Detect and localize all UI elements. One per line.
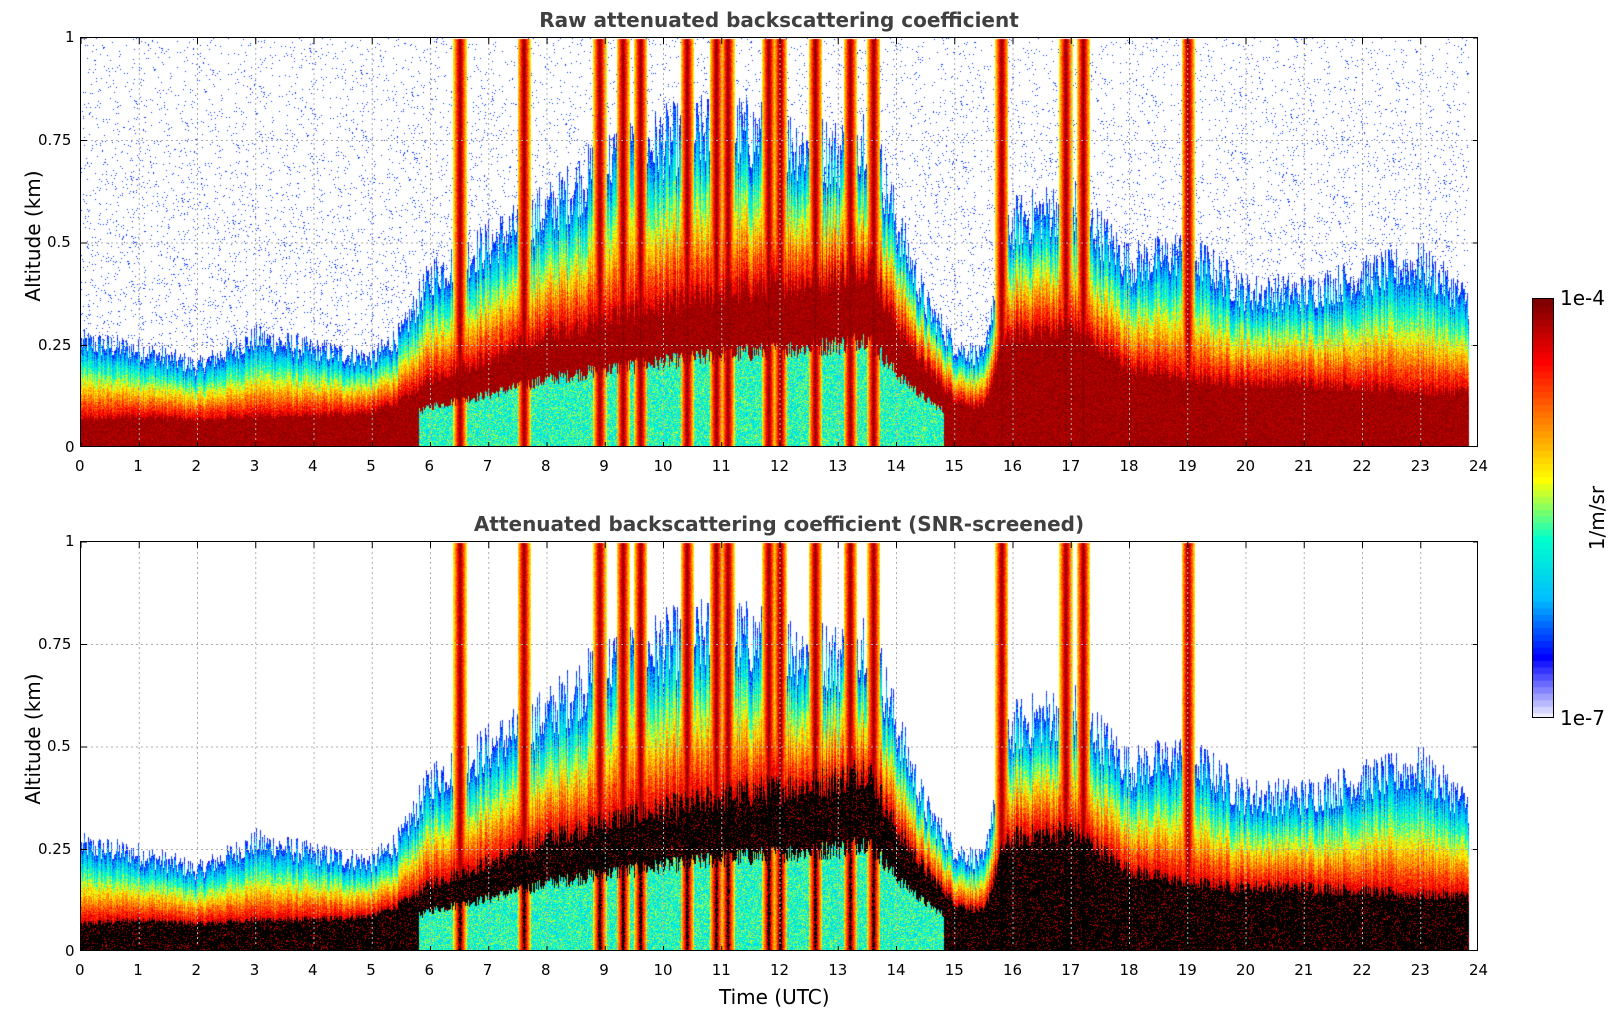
x-tick-label: 15: [944, 961, 964, 979]
x-tick-label: 8: [541, 457, 551, 475]
y-tick-label: 0.5: [47, 233, 71, 251]
x-tick-label: 14: [886, 961, 906, 979]
top-chart-plot-area: [80, 37, 1478, 447]
x-tick-label: 16: [1003, 457, 1023, 475]
top-chart-title: Raw attenuated backscattering coefficien…: [539, 8, 1019, 32]
x-tick-label: 21: [1294, 457, 1314, 475]
x-tick-label: 23: [1410, 961, 1430, 979]
x-tick-label: 14: [886, 457, 906, 475]
top-grid: [81, 38, 1477, 446]
x-tick-label: 22: [1352, 961, 1372, 979]
x-tick-label: 24: [1469, 457, 1489, 475]
y-tick-label: 0: [65, 942, 75, 960]
colorbar-max-label: 1e-4: [1560, 286, 1605, 310]
x-tick-label: 17: [1061, 457, 1081, 475]
x-tick-label: 23: [1410, 457, 1430, 475]
x-tick-label: 6: [424, 961, 435, 979]
x-tick-label: 3: [249, 961, 260, 979]
x-tick-label: 4: [308, 457, 318, 475]
x-tick-label: 0: [75, 457, 85, 475]
x-tick-label: 19: [1177, 961, 1197, 979]
x-tick-label: 3: [249, 457, 260, 475]
x-axis-label: Time (UTC): [719, 985, 830, 1009]
x-tick-label: 9: [599, 961, 609, 979]
x-tick-label: 9: [599, 457, 609, 475]
x-tick-label: 7: [482, 457, 493, 475]
y-tick-label: 0.75: [38, 130, 72, 149]
x-tick-label: 12: [770, 961, 790, 979]
x-tick-label: 10: [653, 457, 673, 475]
y-tick-label: 0: [65, 438, 75, 456]
y-tick-label: 0.5: [47, 737, 71, 755]
x-tick-label: 12: [770, 457, 790, 475]
x-tick-label: 2: [191, 457, 202, 475]
bottom-y-axis-label: Altitude (km): [21, 673, 45, 805]
x-tick-label: 5: [366, 457, 376, 475]
x-tick-label: 4: [308, 961, 318, 979]
y-tick-label: 1: [65, 28, 75, 46]
x-tick-label: 19: [1177, 457, 1197, 475]
top-y-axis-label: Altitude (km): [21, 170, 45, 302]
y-tick-label: 1: [65, 532, 75, 550]
x-tick-label: 13: [828, 457, 848, 475]
y-tick-label: 0.25: [38, 839, 72, 858]
x-tick-label: 18: [1119, 961, 1139, 979]
x-tick-label: 8: [541, 961, 551, 979]
bottom-chart-title: Attenuated backscattering coefficient (S…: [473, 512, 1085, 536]
x-tick-label: 2: [191, 961, 202, 979]
colorbar-min-label: 1e-7: [1560, 706, 1605, 730]
x-tick-label: 20: [1236, 457, 1256, 475]
x-tick-label: 11: [711, 457, 731, 475]
x-tick-label: 7: [482, 961, 493, 979]
x-tick-label: 22: [1352, 457, 1372, 475]
x-tick-label: 17: [1061, 961, 1081, 979]
bottom-grid: [81, 542, 1477, 950]
x-tick-label: 15: [944, 457, 964, 475]
y-tick-label: 0.25: [38, 335, 72, 354]
x-tick-label: 1: [133, 457, 143, 475]
colorbar-unit-label: 1/m/sr: [1585, 485, 1609, 551]
x-tick-label: 0: [75, 961, 85, 979]
bottom-chart-plot-area: [80, 541, 1478, 951]
x-tick-label: 18: [1119, 457, 1139, 475]
x-tick-label: 11: [711, 961, 731, 979]
x-tick-label: 1: [133, 961, 143, 979]
x-tick-label: 21: [1294, 961, 1314, 979]
colorbar-gradient: [1533, 299, 1553, 717]
y-tick-label: 0.75: [38, 634, 72, 653]
x-tick-label: 13: [828, 961, 848, 979]
x-tick-label: 24: [1469, 961, 1489, 979]
colorbar: [1532, 298, 1554, 718]
x-tick-label: 16: [1003, 961, 1023, 979]
x-tick-label: 5: [366, 961, 376, 979]
x-tick-label: 20: [1236, 961, 1256, 979]
x-tick-label: 6: [424, 457, 435, 475]
x-tick-label: 10: [653, 961, 673, 979]
